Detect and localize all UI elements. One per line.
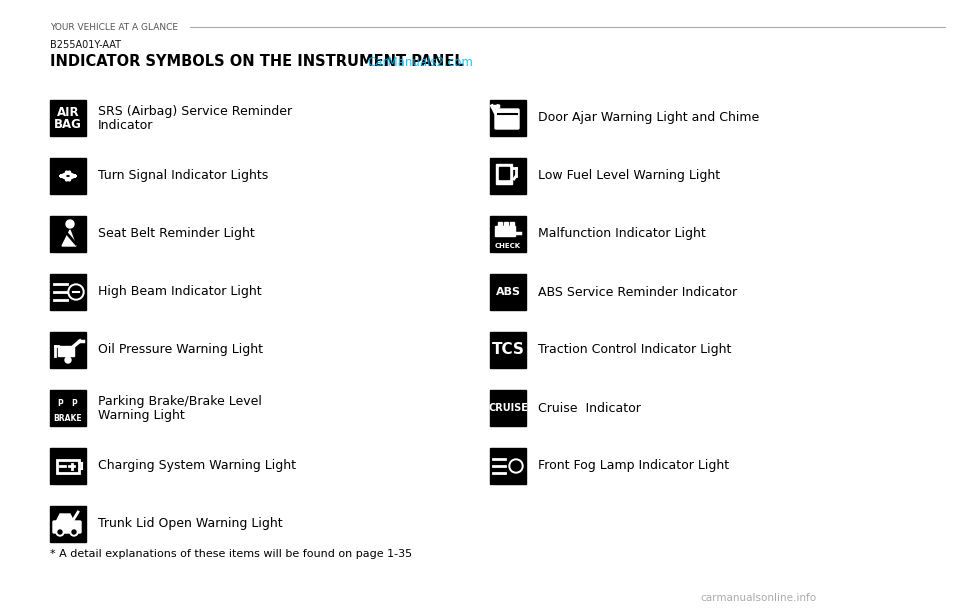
FancyBboxPatch shape <box>53 521 81 533</box>
Text: SRS (Airbag) Service Reminder: SRS (Airbag) Service Reminder <box>98 105 292 118</box>
FancyBboxPatch shape <box>490 448 526 484</box>
FancyBboxPatch shape <box>499 167 509 179</box>
Text: Warning Light: Warning Light <box>98 409 184 422</box>
Text: Trunk Lid Open Warning Light: Trunk Lid Open Warning Light <box>98 518 282 531</box>
FancyBboxPatch shape <box>50 158 86 194</box>
Text: P: P <box>58 399 62 408</box>
Circle shape <box>509 459 523 473</box>
FancyBboxPatch shape <box>50 332 86 368</box>
FancyBboxPatch shape <box>495 226 515 236</box>
FancyBboxPatch shape <box>490 100 526 136</box>
FancyBboxPatch shape <box>495 109 519 129</box>
Circle shape <box>58 530 62 534</box>
Text: INDICATOR SYMBOLS ON THE INSTRUMENT PANEL: INDICATOR SYMBOLS ON THE INSTRUMENT PANE… <box>50 54 464 70</box>
Text: ABS: ABS <box>495 287 520 297</box>
Circle shape <box>70 286 82 298</box>
FancyBboxPatch shape <box>490 332 526 368</box>
Text: Cruise  Indicator: Cruise Indicator <box>538 401 641 414</box>
Text: Turn Signal Indicator Lights: Turn Signal Indicator Lights <box>98 170 268 182</box>
Text: Indicator: Indicator <box>98 119 154 132</box>
Text: Front Fog Lamp Indicator Light: Front Fog Lamp Indicator Light <box>538 460 730 472</box>
FancyBboxPatch shape <box>50 274 86 310</box>
FancyBboxPatch shape <box>50 448 86 484</box>
FancyBboxPatch shape <box>490 274 526 310</box>
FancyBboxPatch shape <box>490 390 526 426</box>
Circle shape <box>72 530 76 534</box>
Circle shape <box>56 528 64 536</box>
Text: AIR: AIR <box>57 106 80 119</box>
FancyBboxPatch shape <box>510 222 514 227</box>
FancyBboxPatch shape <box>496 164 512 184</box>
FancyBboxPatch shape <box>58 346 74 356</box>
Polygon shape <box>56 514 74 522</box>
Text: BAG: BAG <box>54 118 82 131</box>
Circle shape <box>65 357 71 363</box>
Text: TCS: TCS <box>492 343 524 357</box>
Circle shape <box>66 220 74 228</box>
Text: High Beam Indicator Light: High Beam Indicator Light <box>98 286 262 299</box>
Text: Malfunction Indicator Light: Malfunction Indicator Light <box>538 228 706 241</box>
Text: carmanualsonline.info: carmanualsonline.info <box>700 593 816 603</box>
Text: Seat Belt Reminder Light: Seat Belt Reminder Light <box>98 228 254 241</box>
FancyBboxPatch shape <box>50 506 86 542</box>
Circle shape <box>511 461 521 471</box>
FancyBboxPatch shape <box>490 216 526 252</box>
Text: CRUISE: CRUISE <box>488 403 528 413</box>
FancyBboxPatch shape <box>50 216 86 252</box>
Text: Door Ajar Warning Light and Chime: Door Ajar Warning Light and Chime <box>538 111 759 124</box>
Text: B255A01Y-AAT: B255A01Y-AAT <box>50 40 121 50</box>
Text: Oil Pressure Warning Light: Oil Pressure Warning Light <box>98 343 263 357</box>
Polygon shape <box>62 230 76 246</box>
Text: Traction Control Indicator Light: Traction Control Indicator Light <box>538 343 732 357</box>
Text: CHECK: CHECK <box>495 243 521 249</box>
Text: Low Fuel Level Warning Light: Low Fuel Level Warning Light <box>538 170 720 182</box>
FancyBboxPatch shape <box>50 390 86 426</box>
Text: CarManuals2.com: CarManuals2.com <box>367 56 473 69</box>
FancyBboxPatch shape <box>490 158 526 194</box>
FancyBboxPatch shape <box>504 222 508 227</box>
Circle shape <box>68 284 84 300</box>
FancyBboxPatch shape <box>498 222 502 227</box>
Text: Charging System Warning Light: Charging System Warning Light <box>98 460 296 472</box>
Text: YOUR VEHICLE AT A GLANCE: YOUR VEHICLE AT A GLANCE <box>50 23 178 31</box>
Text: Parking Brake/Brake Level: Parking Brake/Brake Level <box>98 395 262 408</box>
Circle shape <box>70 528 78 536</box>
Text: ABS Service Reminder Indicator: ABS Service Reminder Indicator <box>538 286 737 299</box>
FancyBboxPatch shape <box>50 100 86 136</box>
Text: P: P <box>71 399 77 408</box>
Text: BRAKE: BRAKE <box>54 414 83 422</box>
Text: * A detail explanations of these items will be found on page 1-35: * A detail explanations of these items w… <box>50 549 412 559</box>
